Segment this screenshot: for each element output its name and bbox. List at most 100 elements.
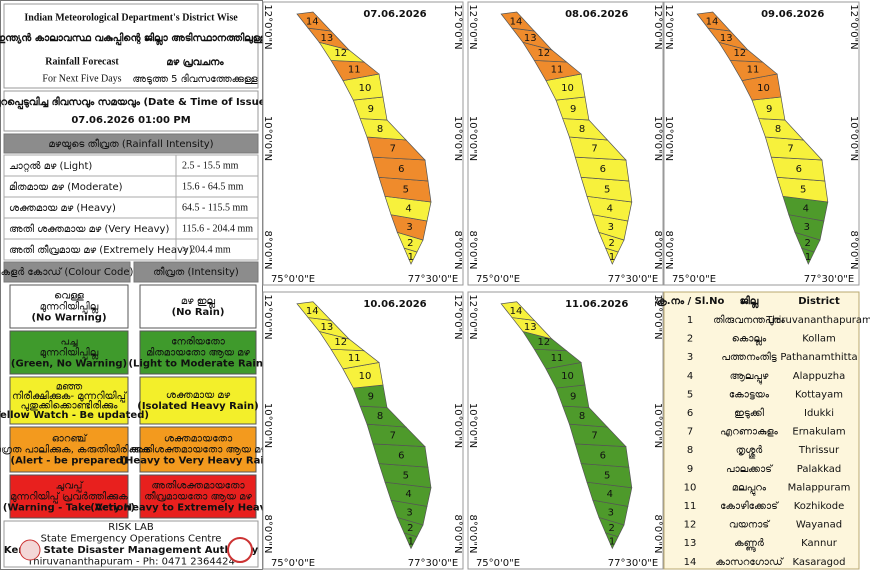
table-cell: Kannur [801, 538, 838, 549]
district-number: 11 [348, 64, 361, 75]
table-cell: Thiruvananthapuram [765, 315, 870, 326]
lat-label: 8°0'0"N [848, 231, 859, 270]
section-heading [133, 261, 259, 283]
district-number: 2 [804, 238, 810, 249]
district [696, 11, 732, 32]
logo [19, 539, 41, 561]
district-number: 12 [733, 48, 746, 59]
lon-label: 75°0'0"E [476, 274, 520, 285]
colour-code-text: വെള്ള [54, 291, 84, 302]
map-panel [262, 1, 464, 286]
district-number: 9 [368, 104, 374, 115]
district-table [663, 291, 860, 570]
logo [227, 537, 253, 563]
lon-label: 77°30'0"E [804, 274, 854, 285]
district-number: 5 [403, 184, 409, 195]
lat-label: 12°0'0"N [467, 294, 478, 339]
colour-code-text: (No Warning) [31, 313, 106, 324]
table-cell: മലപ്പുറം [732, 482, 767, 495]
district-number: 6 [796, 164, 802, 175]
colour-code-text: (Warning - Take Action) [3, 503, 135, 514]
colour-code-text: ചുവപ്പ് [56, 480, 85, 492]
district-number: 14 [510, 16, 523, 27]
district-number: 10 [757, 83, 770, 94]
table-cell: Malappuram [788, 482, 851, 493]
footer-box [3, 520, 259, 568]
table-header: ക്ര.നം / Sl.No [656, 296, 725, 307]
table-cell: Thrissur [798, 445, 840, 456]
district-number: 6 [398, 450, 404, 461]
table-header: District [798, 296, 840, 307]
colour-code-text: (Yellow Watch - Be updated) [0, 410, 149, 421]
lat-label: 8°0'0"N [452, 515, 463, 554]
table-cell: Idukki [804, 408, 834, 419]
district-number: 6 [398, 164, 404, 175]
intensity-range: 2.5 - 15.5 mm [182, 160, 239, 171]
intensity-range: > 204.4 mm [182, 244, 231, 255]
lon-label: 75°0'0"E [271, 274, 315, 285]
intensity-name: അതി തീവ്രമായ മഴ (Extremely Heavy) [9, 244, 193, 256]
district-number: 7 [591, 144, 597, 155]
lat-label: 10°0'0"N [652, 403, 663, 448]
lat-label: 10°0'0"N [467, 116, 478, 161]
table-cell: ആലപ്പുഴ [730, 371, 769, 384]
colour-code-text: മഞ്ഞ [56, 381, 83, 392]
intensity-text: (Very Heavy to Extremely Heavy Rain) [90, 503, 305, 514]
table-cell: Alappuzha [793, 371, 846, 382]
district-number: 9 [766, 104, 772, 115]
table-cell: 1 [687, 315, 693, 326]
district-number: 11 [348, 353, 361, 364]
lat-label: 10°0'0"N [452, 403, 463, 448]
colour-code-text: പുതുക്കിക്കൊണ്ടിരിക്കും [21, 399, 119, 411]
district-number: 4 [607, 489, 613, 500]
district-number: 10 [561, 83, 574, 94]
district-number: 14 [706, 16, 719, 27]
lat-label: 12°0'0"N [262, 4, 273, 49]
footer-text: Thiruvananthapuram - Ph: 0471 2364424 [26, 557, 235, 568]
intensity-text: അതിശക്തമായതോ [151, 480, 245, 492]
intensity-text: നേരിയതോ [171, 336, 226, 348]
intensity-range: 15.6 - 64.5 mm [182, 181, 244, 192]
colour-code-text: മുന്നറിയിപ്പില്ല [40, 347, 99, 360]
table-header: ജില്ല [740, 294, 760, 309]
table-cell: Kozhikode [794, 501, 845, 512]
district-number: 3 [406, 507, 412, 518]
district-number: 11 [551, 353, 564, 364]
table-cell: 10 [684, 482, 697, 493]
table-cell: വയനാട് [729, 519, 771, 531]
colour-code-text: പച്ച [60, 337, 78, 348]
district [500, 11, 536, 32]
table-cell: 8 [687, 445, 693, 456]
table-cell: Kottayam [795, 389, 843, 400]
table-cell: 7 [687, 427, 693, 438]
header-box [3, 3, 259, 89]
district-number: 5 [800, 184, 806, 195]
table-cell: 4 [687, 371, 693, 382]
table-cell: കണ്ണൂർ [734, 538, 764, 552]
district-number: 3 [608, 507, 614, 518]
intensity-text: തീവ്രമായതോ ആയ മഴ [144, 491, 252, 503]
colour-code-text: മുന്നറിയിപ്പില്ല [40, 301, 99, 314]
lat-label: 12°0'0"N [467, 4, 478, 49]
district-number: 1 [408, 252, 414, 263]
district-number: 12 [537, 48, 550, 59]
footer-text: Kerala State Disaster Management Authori… [4, 545, 259, 556]
district-number: 5 [604, 184, 610, 195]
table-cell: തിരുവനന്തപുരം [713, 314, 786, 326]
district [296, 11, 332, 32]
intensity-text: അതിശക്തമായതോ ആയ മഴ [129, 444, 267, 456]
district-number: 2 [407, 238, 413, 249]
district [500, 301, 536, 321]
section-heading-text: മഴയുടെ തീവ്രത (Rainfall Intensity) [48, 138, 213, 150]
title: Rainfall Forecast [45, 56, 119, 67]
district-number: 11 [551, 64, 564, 75]
intensity-range-cell [175, 238, 259, 261]
table-cell: പാലക്കാട് [726, 463, 774, 475]
intensity-text: ശക്തമായതോ [164, 434, 233, 445]
colour-cell [139, 426, 257, 473]
colour-cell [9, 474, 129, 519]
lat-label: 8°0'0"N [262, 515, 273, 554]
map-panel [262, 291, 464, 570]
map-date: 10.06.2026 [363, 299, 426, 310]
lat-label: 10°0'0"N [452, 116, 463, 161]
